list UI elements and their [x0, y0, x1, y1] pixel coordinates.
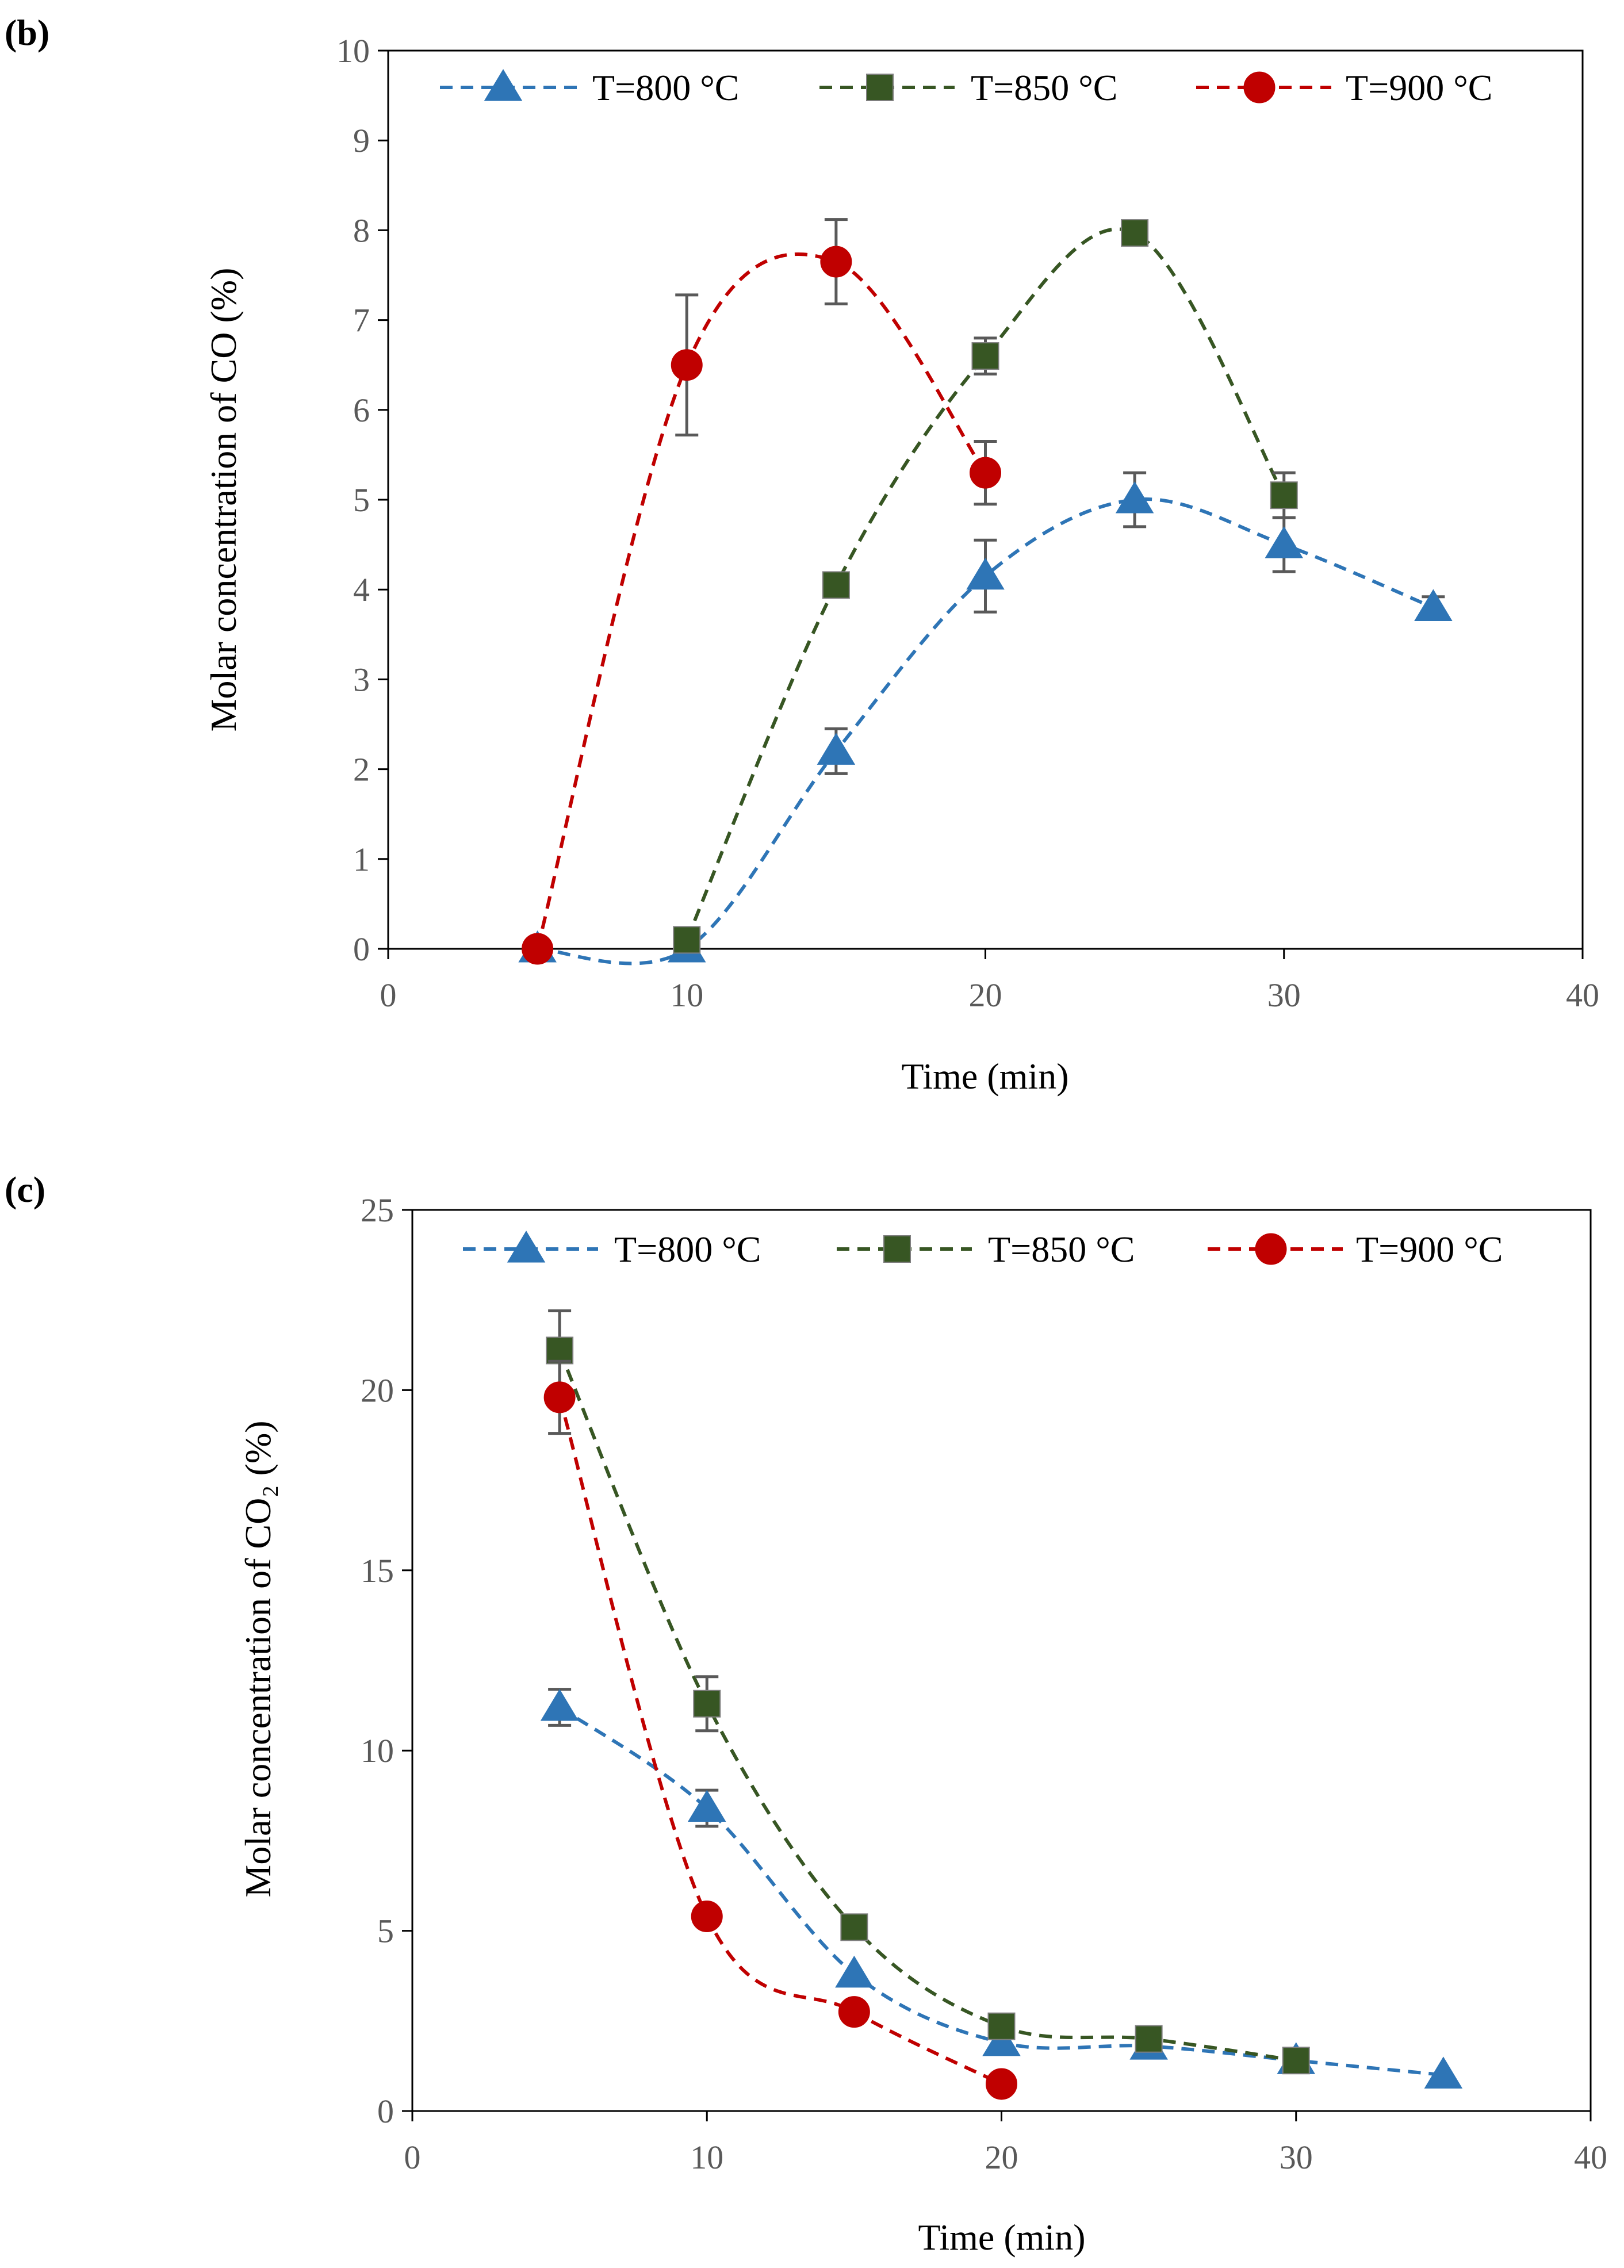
legend-label: T=900 °C — [1346, 67, 1492, 108]
legend-entry: T=800 °C — [463, 1229, 761, 1270]
x-tick-label: 10 — [690, 2139, 723, 2176]
data-point — [820, 246, 852, 278]
legend-label: T=900 °C — [1356, 1229, 1503, 1270]
series-square — [673, 219, 1298, 954]
y-tick-label: 6 — [353, 392, 370, 429]
data-point — [540, 1689, 579, 1721]
data-point — [546, 1336, 574, 1365]
data-point — [673, 926, 701, 954]
series-square — [546, 1309, 1310, 2075]
x-axis-title: Time (min) — [902, 1056, 1069, 1097]
legend-entry: T=900 °C — [1208, 1229, 1503, 1270]
x-tick-label: 20 — [985, 2139, 1018, 2176]
y-tick-label: 2 — [353, 751, 370, 788]
data-point — [970, 457, 1001, 489]
data-point — [987, 2012, 1016, 2040]
data-point — [691, 1901, 723, 1933]
legend-entry: T=850 °C — [819, 67, 1117, 108]
y-axis-title: Molar concentration of CO (%) — [203, 268, 244, 732]
chart-panel-c: (c) 0 5 10 15 20 25 0 10 20 30 40 Time (min) Molar co… — [5, 1169, 1607, 2258]
y-tick-label: 4 — [353, 571, 370, 608]
data-point — [1282, 2047, 1310, 2075]
data-point — [817, 733, 856, 765]
legend-marker — [883, 1235, 911, 1263]
y-tick-label: 7 — [353, 302, 370, 339]
legend-entry: T=900 °C — [1196, 67, 1492, 108]
data-point — [693, 1689, 721, 1718]
data-point — [822, 571, 850, 599]
series-line — [558, 1350, 1297, 2063]
y-tick-label: 1 — [353, 841, 370, 878]
y-tick-label: 8 — [353, 212, 370, 249]
data-point — [543, 1381, 576, 1413]
legend-entry: T=850 °C — [837, 1229, 1135, 1270]
x-tick-label: 30 — [1280, 2139, 1313, 2176]
x-axis-title: Time (min) — [918, 2217, 1086, 2258]
y-axis-title: Molar concentration of CO₂ (%) — [238, 1420, 278, 1897]
data-point — [1121, 219, 1149, 247]
chart-panel-b: (b) 0 1 2 3 4 5 6 7 8 9 10 0 10 20 30 40 Time (min) Molar … — [5, 12, 1599, 1097]
x-tick-label: 40 — [1566, 976, 1599, 1014]
x-tick-label: 0 — [404, 2139, 421, 2176]
series-line — [558, 1397, 1002, 2086]
x-tick-label: 10 — [670, 976, 703, 1014]
y-tick-label: 25 — [361, 1192, 394, 1229]
data-point — [1414, 589, 1453, 621]
y-tick-label: 0 — [377, 2093, 394, 2130]
y-tick-label: 20 — [361, 1371, 394, 1409]
panel-label: (c) — [5, 1169, 45, 1210]
data-point — [1115, 481, 1154, 514]
y-tick-label: 10 — [336, 32, 370, 70]
data-point — [835, 1955, 874, 1988]
data-point — [971, 342, 999, 370]
legend-marker — [484, 69, 523, 101]
data-point — [1270, 481, 1298, 509]
data-point — [1424, 2056, 1463, 2089]
data-point — [986, 2068, 1017, 2100]
data-point — [840, 1913, 868, 1941]
y-tick-label: 9 — [353, 122, 370, 159]
y-tick-label: 0 — [353, 930, 370, 968]
data-point — [687, 1790, 726, 1822]
data-point — [838, 1996, 870, 2028]
series-circle — [522, 218, 1001, 965]
series-circle — [543, 1359, 1017, 2100]
y-tick-label: 10 — [361, 1732, 394, 1769]
series-line — [535, 252, 987, 949]
legend-label: T=800 °C — [592, 67, 739, 108]
data-point — [982, 2024, 1021, 2056]
legend-label: T=850 °C — [988, 1229, 1135, 1270]
legend-marker — [507, 1231, 546, 1263]
data-point — [522, 933, 554, 965]
data-point — [966, 557, 1005, 590]
data-point — [671, 349, 703, 381]
legend-marker — [866, 74, 894, 101]
legend-marker — [1255, 1233, 1287, 1265]
data-point — [1265, 526, 1304, 558]
panel-label: (b) — [5, 12, 49, 53]
data-point — [1135, 2025, 1163, 2053]
x-tick-label: 30 — [1267, 976, 1301, 1014]
series-triangle — [518, 471, 1453, 966]
legend-label: T=800 °C — [614, 1229, 761, 1270]
x-tick-label: 40 — [1574, 2139, 1607, 2176]
legend-marker — [1243, 71, 1276, 104]
plot-area — [411, 1209, 1592, 2112]
y-tick-label: 5 — [353, 481, 370, 519]
x-tick-label: 20 — [969, 976, 1002, 1014]
legend-label: T=850 °C — [971, 67, 1117, 108]
legend-entry: T=800 °C — [440, 67, 739, 108]
y-tick-label: 5 — [377, 1913, 394, 1950]
x-tick-label: 0 — [380, 976, 397, 1014]
y-tick-label: 15 — [361, 1552, 394, 1589]
y-tick-label: 3 — [353, 661, 370, 698]
